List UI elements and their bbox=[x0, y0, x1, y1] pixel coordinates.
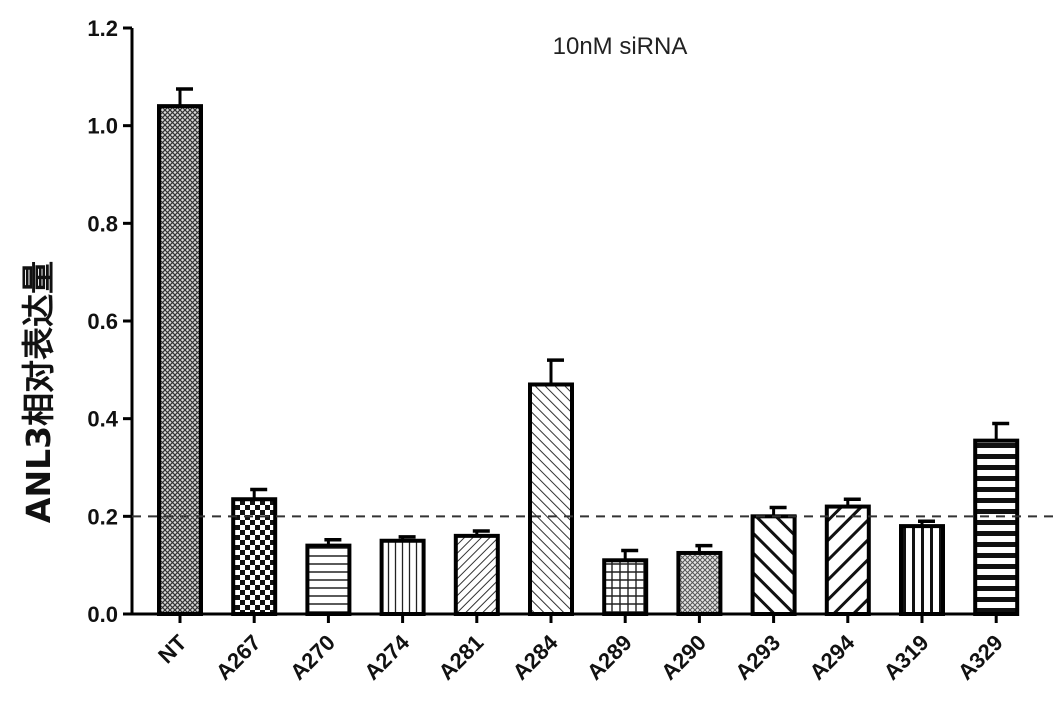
x-tick-label: A329 bbox=[953, 630, 1008, 685]
y-axis: 0.0 0.2 0.4 0.6 0.8 1.0 1.2 bbox=[87, 16, 132, 627]
x-tick-label: A274 bbox=[359, 629, 414, 684]
bar-group-a284 bbox=[530, 360, 572, 614]
bar-group-a329 bbox=[975, 424, 1017, 614]
bar-group-a281 bbox=[456, 531, 498, 614]
bar-group-a290 bbox=[678, 546, 720, 614]
bar-group-nt bbox=[159, 89, 201, 614]
x-tick-label: A267 bbox=[211, 630, 266, 685]
bar-group-a294 bbox=[827, 499, 869, 614]
x-tick-label: A289 bbox=[582, 630, 637, 685]
x-tick-label: A284 bbox=[508, 629, 563, 684]
bar-group-a319 bbox=[901, 521, 943, 614]
bar-group-a274 bbox=[382, 537, 424, 614]
x-tick-label: A290 bbox=[656, 630, 711, 685]
bar-nt bbox=[159, 106, 201, 614]
x-tick-label: A270 bbox=[285, 630, 340, 685]
bar-a329 bbox=[975, 441, 1017, 614]
y-tick-label: 0.0 bbox=[87, 602, 118, 627]
bar-a294 bbox=[827, 507, 869, 614]
chart-annotation: 10nM siRNA bbox=[553, 33, 688, 60]
x-tick-label: A294 bbox=[804, 629, 859, 684]
y-tick-label: 0.4 bbox=[87, 407, 118, 432]
bar-a319 bbox=[901, 526, 943, 614]
bar-group-a289 bbox=[604, 551, 646, 614]
bar-group-a270 bbox=[307, 540, 349, 614]
bars-group bbox=[159, 89, 1017, 614]
y-tick-label: 0.8 bbox=[87, 211, 118, 236]
bar-a289 bbox=[604, 560, 646, 614]
bar-group-a267 bbox=[233, 489, 275, 614]
bar-a281 bbox=[456, 536, 498, 614]
y-axis-title: ANL3相对表达量 bbox=[19, 261, 58, 523]
bar-a293 bbox=[753, 516, 795, 614]
x-axis: NT A267 A270 A274 A281 A284 A289 A290 A293 A294 A3… bbox=[132, 614, 1008, 685]
y-tick-label: 1.0 bbox=[87, 114, 118, 139]
y-tick-label: 1.2 bbox=[87, 16, 118, 41]
x-tick-label: NT bbox=[153, 629, 192, 668]
x-tick-label: A281 bbox=[433, 630, 488, 685]
bar-a290 bbox=[678, 553, 720, 614]
y-tick-label: 0.2 bbox=[87, 504, 118, 529]
bar-a284 bbox=[530, 384, 572, 614]
bar-group-a293 bbox=[753, 508, 795, 614]
y-tick-label: 0.6 bbox=[87, 309, 118, 334]
bar-a274 bbox=[382, 541, 424, 614]
x-tick-label: A319 bbox=[879, 630, 934, 685]
x-tick-label: A293 bbox=[730, 630, 785, 685]
bar-a270 bbox=[307, 546, 349, 614]
